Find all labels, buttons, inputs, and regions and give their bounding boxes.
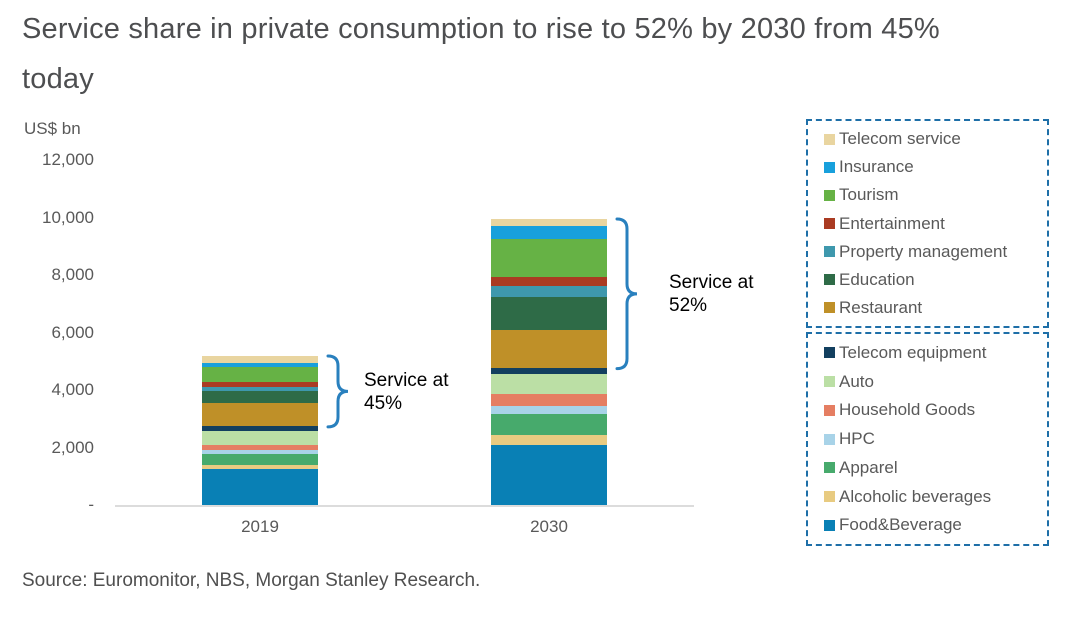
legend-item-property-management: Property management [824,242,1047,262]
legend-item-education: Education [824,270,1047,290]
legend-item-hpc: HPC [824,429,1047,449]
legend-item-tourism: Tourism [824,185,1047,205]
legend-item-label: Apparel [839,457,898,477]
legend-swatch-icon [824,246,835,258]
legend-swatch-icon [824,189,835,201]
bar-segment-education [202,391,318,403]
legend-swatch-icon [824,404,835,416]
bar-segment-food-beverage [491,444,607,505]
y-tick-label-: - [88,495,94,514]
legend-swatch-icon [824,519,835,531]
x-axis-line [115,505,694,507]
legend-item-entertainment: Entertainment [824,214,1047,234]
bar-segment-property-management [202,387,318,392]
legend-item-label: Auto [839,371,874,391]
bar-segment-alcoholic-beverages [491,434,607,445]
annotation-line1: Service at [669,272,754,294]
x-axis-label-2030: 2030 [530,517,568,536]
legend-swatch-icon [824,433,835,445]
stacked-bar-2030 [491,219,607,505]
bar-segment-entertainment [491,277,607,287]
y-tick-label-10-000: 10,000 [42,207,94,227]
legend-item-label: Household Goods [839,400,976,420]
bar-segment-auto [491,374,607,395]
legend-swatch-icon [824,161,835,173]
legend-item-telecom-equipment: Telecom equipment [824,343,1047,363]
legend-swatch-icon [824,302,835,314]
legend-item-household-goods: Household Goods [824,400,1047,420]
legend-swatch-icon [824,347,835,359]
y-tick-label-2-000: 2,000 [51,437,94,457]
legend-item-food-beverage: Food&Beverage [824,515,1047,535]
legend-swatch-icon [824,491,835,502]
legend-item-label: Tourism [839,185,899,205]
service-brace-2030 [615,217,638,371]
legend-item-label: Telecom equipment [839,342,987,362]
bar-segment-food-beverage [202,469,318,505]
legend-item-alcoholic-beverages: Alcoholic beverages [824,487,1047,507]
annotation-line2: 45% [364,392,403,414]
x-axis-label-2019: 2019 [241,517,279,536]
legend-item-label: Food&Beverage [839,515,962,535]
legend-item-label: HPC [839,429,875,448]
bar-segment-entertainment [202,381,318,388]
bar-segment-telecom-service [491,219,607,227]
bar-segment-property-management [491,286,607,298]
legend-item-label: Property management [839,241,1008,261]
bar-segment-telecom-service [202,356,318,363]
legend-item-telecom-service: Telecom service [824,129,1047,149]
legend-goods-box: Telecom equipment Auto Household Goods HPC A… [806,332,1049,546]
source-note: Source: Euromonitor, NBS, Morgan Stanley… [22,570,481,591]
bar-segment-tourism [202,367,318,382]
legend-item-restaurant: Restaurant [824,298,1047,318]
annotation-line2: 52% [669,295,708,317]
brace-path [615,217,638,371]
legend-item-insurance: Insurance [824,157,1047,177]
bar-segment-restaurant [491,330,607,368]
y-axis-unit-label: US$ bn [24,119,81,138]
annotation-service-share-2019: Service at 45% [364,369,448,415]
legend-item-label: Alcoholic beverages [839,486,992,506]
service-brace-2019 [326,354,349,429]
brace-path [326,354,349,429]
legend-item-label: Insurance [839,157,914,177]
legend-services-box: Telecom service Insurance Tourism Entertain… [806,119,1049,328]
legend-item-apparel: Apparel [824,458,1047,478]
bar-segment-education [491,297,607,331]
legend-swatch-icon [824,462,835,474]
bar-segment-tourism [491,239,607,277]
bar-segment-alcoholic-beverages [202,465,318,470]
bar-segment-apparel [202,453,318,465]
legend-swatch-icon [824,133,835,145]
bar-segment-household-goods [202,445,318,451]
bar-segment-household-goods [491,394,607,406]
legend-item-label: Restaurant [839,297,923,317]
y-tick-label-8-000: 8,000 [51,265,94,284]
bar-segment-auto [202,430,318,446]
y-tick-label-6-000: 6,000 [51,322,94,342]
stacked-bar-2019 [202,356,318,505]
y-tick-label-12-000: 12,000 [42,150,94,169]
legend-item-label: Education [839,269,915,289]
bar-segment-telecom-equipment [491,367,607,375]
bar-segment-hpc [491,405,607,415]
legend-item-label: Telecom service [839,129,961,149]
annotation-line1: Service at [364,369,449,391]
bar-segment-telecom-equipment [202,426,318,431]
bar-segment-hpc [202,450,318,454]
annotation-service-share-2030: Service at 52% [669,271,753,317]
chart-title-line2: today [22,63,94,95]
legend-swatch-icon [824,376,835,387]
legend-item-auto: Auto [824,372,1047,392]
bar-segment-apparel [491,414,607,435]
chart-title-line1: Service share in private consumption to … [22,13,940,45]
legend-item-label: Entertainment [839,213,945,233]
bar-segment-restaurant [202,402,318,427]
legend-swatch-icon [824,274,835,286]
bar-segment-insurance [202,362,318,368]
legend-swatch-icon [824,218,835,229]
bar-segment-insurance [491,226,607,240]
y-tick-label-4-000: 4,000 [51,380,94,399]
